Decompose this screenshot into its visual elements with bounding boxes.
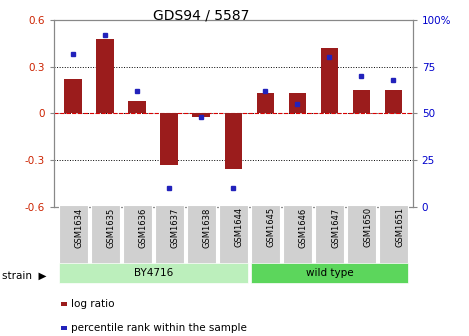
Text: GSM1650: GSM1650: [363, 207, 372, 247]
Bar: [251, 205, 280, 264]
Bar: [225, 114, 242, 169]
Bar: [97, 39, 114, 114]
Bar: [123, 205, 151, 264]
Bar: [288, 93, 306, 114]
Text: GSM1651: GSM1651: [395, 207, 404, 247]
Text: GSM1635: GSM1635: [107, 207, 116, 248]
Text: GSM1646: GSM1646: [299, 207, 308, 248]
Bar: [347, 205, 376, 264]
Bar: [160, 114, 178, 165]
Text: GSM1638: GSM1638: [203, 207, 212, 248]
Bar: [379, 205, 408, 264]
Bar: [315, 205, 344, 264]
Text: BY4716: BY4716: [134, 267, 173, 278]
Text: GSM1645: GSM1645: [267, 207, 276, 247]
Bar: [283, 205, 312, 264]
Bar: [321, 48, 338, 114]
Bar: [59, 205, 88, 264]
Bar: [192, 114, 210, 117]
Text: strain  ▶: strain ▶: [2, 271, 47, 281]
Text: log ratio: log ratio: [71, 299, 115, 309]
Text: percentile rank within the sample: percentile rank within the sample: [71, 323, 247, 333]
Bar: [353, 90, 370, 114]
Bar: [155, 205, 184, 264]
Bar: [129, 101, 146, 114]
Text: GSM1636: GSM1636: [139, 207, 148, 248]
Bar: [59, 263, 248, 283]
Text: GSM1634: GSM1634: [75, 207, 84, 248]
Text: GSM1637: GSM1637: [171, 207, 180, 248]
Bar: [257, 93, 274, 114]
Text: GDS94 / 5587: GDS94 / 5587: [153, 8, 250, 23]
Text: wild type: wild type: [306, 267, 353, 278]
Bar: [91, 205, 120, 264]
Bar: [251, 263, 408, 283]
Bar: [64, 79, 82, 114]
Text: GSM1647: GSM1647: [331, 207, 340, 248]
Text: GSM1644: GSM1644: [235, 207, 244, 247]
Bar: [187, 205, 216, 264]
Bar: [219, 205, 248, 264]
Bar: [385, 90, 402, 114]
